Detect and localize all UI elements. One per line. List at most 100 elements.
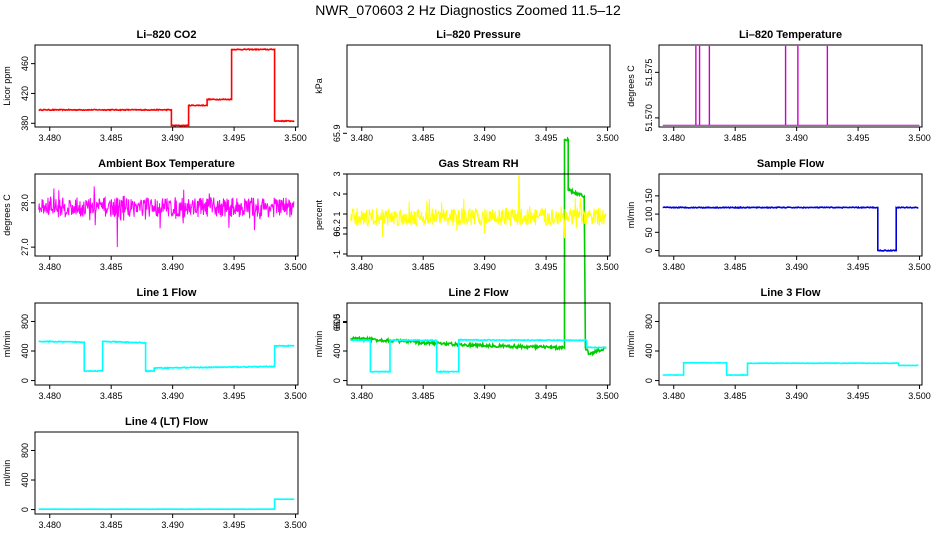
x-tick-label: 3.500 — [284, 391, 307, 401]
series-line — [662, 361, 919, 377]
x-tick-label: 3.495 — [223, 133, 246, 143]
plot-frame — [34, 302, 299, 386]
x-tick-label: 3.495 — [223, 520, 246, 530]
panel-3: Li–820 Temperature 3.480 3.485 3.490 3.495 3.… — [626, 29, 931, 143]
series-line — [662, 205, 919, 252]
panel-title: Line 4 (LT) Flow — [125, 416, 208, 428]
y-tick-label: 50 — [644, 227, 654, 237]
plot-frame — [658, 173, 923, 257]
y-tick-label: 28.0 — [20, 194, 30, 212]
panel-9: Line 3 Flow 3.480 3.485 3.490 3.495 3.500 0 400… — [626, 287, 931, 401]
x-tick-label: 3.485 — [100, 133, 123, 143]
y-tick-label: 800 — [332, 314, 342, 329]
panel-title: Line 3 Flow — [761, 287, 821, 299]
x-tick-label: 3.480 — [38, 133, 61, 143]
panel-2: Li–820 Pressure 3.480 3.485 3.490 3.495 3.500… — [314, 29, 619, 357]
plot-frame — [346, 302, 611, 386]
x-tick-label: 3.490 — [785, 262, 808, 272]
y-tick-label: 2 — [332, 191, 342, 196]
panel-title: Li–820 Temperature — [739, 29, 842, 41]
x-tick-label: 3.480 — [38, 391, 61, 401]
x-tick-label: 3.500 — [596, 262, 619, 272]
y-axis-label: Licor ppm — [2, 66, 12, 106]
x-tick-label: 3.495 — [535, 391, 558, 401]
x-tick-label: 3.480 — [662, 133, 685, 143]
x-tick-label: 3.490 — [161, 520, 184, 530]
x-tick-label: 3.500 — [284, 262, 307, 272]
y-tick-label: 400 — [20, 473, 30, 488]
plot-frame — [34, 44, 299, 128]
x-tick-label: 3.485 — [100, 391, 123, 401]
y-tick-label: 420 — [20, 86, 30, 101]
panel-title: Li–820 Pressure — [436, 29, 520, 41]
x-tick-label: 3.500 — [284, 133, 307, 143]
x-tick-label: 3.500 — [596, 133, 619, 143]
y-tick-label: 51.575 — [644, 59, 654, 87]
y-tick-label: 1 — [332, 211, 342, 216]
y-tick-label: 0 — [20, 507, 30, 512]
x-tick-label: 3.485 — [100, 262, 123, 272]
panel-title: Line 2 Flow — [449, 287, 509, 299]
y-tick-label: 380 — [20, 116, 30, 131]
x-tick-label: 3.480 — [350, 262, 373, 272]
y-axis-label: ml/min — [2, 331, 12, 358]
y-axis-label: ml/min — [626, 202, 636, 229]
x-tick-label: 3.500 — [596, 391, 619, 401]
y-tick-label: 800 — [20, 443, 30, 458]
plot-frame — [34, 431, 299, 515]
x-tick-label: 3.495 — [847, 262, 870, 272]
x-tick-label: 3.490 — [785, 133, 808, 143]
plot-frame — [346, 44, 611, 128]
y-axis-label: ml/min — [2, 460, 12, 487]
x-tick-label: 3.490 — [161, 391, 184, 401]
y-axis-label: degrees C — [2, 194, 12, 236]
x-tick-label: 3.485 — [100, 520, 123, 530]
y-tick-label: 400 — [20, 344, 30, 359]
y-tick-label: 0 — [644, 248, 654, 253]
x-tick-label: 3.485 — [412, 133, 435, 143]
y-tick-label: 27.0 — [20, 238, 30, 256]
panel-8: Line 2 Flow 3.480 3.485 3.490 3.495 3.500 0 400… — [314, 287, 619, 401]
panel-5: Gas Stream RH 3.480 3.485 3.490 3.495 3.500 -1… — [314, 158, 619, 272]
plot-frame — [658, 302, 923, 386]
y-tick-label: 400 — [644, 344, 654, 359]
figure-title: NWR_070603 2 Hz Diagnostics Zoomed 11.5–… — [315, 2, 621, 18]
x-tick-label: 3.485 — [724, 262, 747, 272]
panel-4: Ambient Box Temperature 3.480 3.485 3.490 3.… — [2, 158, 307, 272]
panel-title: Sample Flow — [757, 158, 825, 170]
y-axis-label: ml/min — [626, 331, 636, 358]
panel-6: Sample Flow 3.480 3.485 3.490 3.495 3.500 0 50 1… — [626, 158, 931, 272]
x-tick-label: 3.480 — [350, 391, 373, 401]
x-tick-label: 3.500 — [908, 262, 931, 272]
series-line — [38, 340, 295, 373]
panel-title: Gas Stream RH — [438, 158, 518, 170]
x-tick-label: 3.490 — [161, 262, 184, 272]
plot-frame — [34, 173, 299, 257]
y-tick-label: 400 — [332, 344, 342, 359]
x-tick-label: 3.495 — [847, 391, 870, 401]
y-tick-label: 0 — [644, 378, 654, 383]
x-tick-label: 3.495 — [535, 133, 558, 143]
y-tick-label: 800 — [644, 314, 654, 329]
x-tick-label: 3.500 — [284, 520, 307, 530]
y-axis-label: degrees C — [626, 65, 636, 107]
panel-title: Li–820 CO2 — [137, 29, 197, 41]
y-tick-label: 66.5 — [332, 314, 342, 332]
x-tick-label: 3.500 — [908, 133, 931, 143]
x-tick-label: 3.485 — [412, 391, 435, 401]
panel-7: Line 1 Flow 3.480 3.485 3.490 3.495 3.500 0 400… — [2, 287, 307, 401]
y-tick-label: 460 — [20, 56, 30, 71]
x-tick-label: 3.485 — [412, 262, 435, 272]
series-line — [38, 498, 295, 511]
x-tick-label: 3.485 — [724, 133, 747, 143]
x-tick-label: 3.480 — [38, 520, 61, 530]
y-tick-label: 0 — [332, 378, 342, 383]
y-tick-label: 0 — [332, 231, 342, 236]
x-tick-label: 3.495 — [223, 262, 246, 272]
series-line — [350, 338, 607, 374]
y-tick-label: 65.9 — [332, 125, 342, 143]
y-axis-label: kPa — [314, 78, 324, 94]
x-tick-label: 3.480 — [38, 262, 61, 272]
y-tick-label: -1 — [332, 250, 342, 258]
